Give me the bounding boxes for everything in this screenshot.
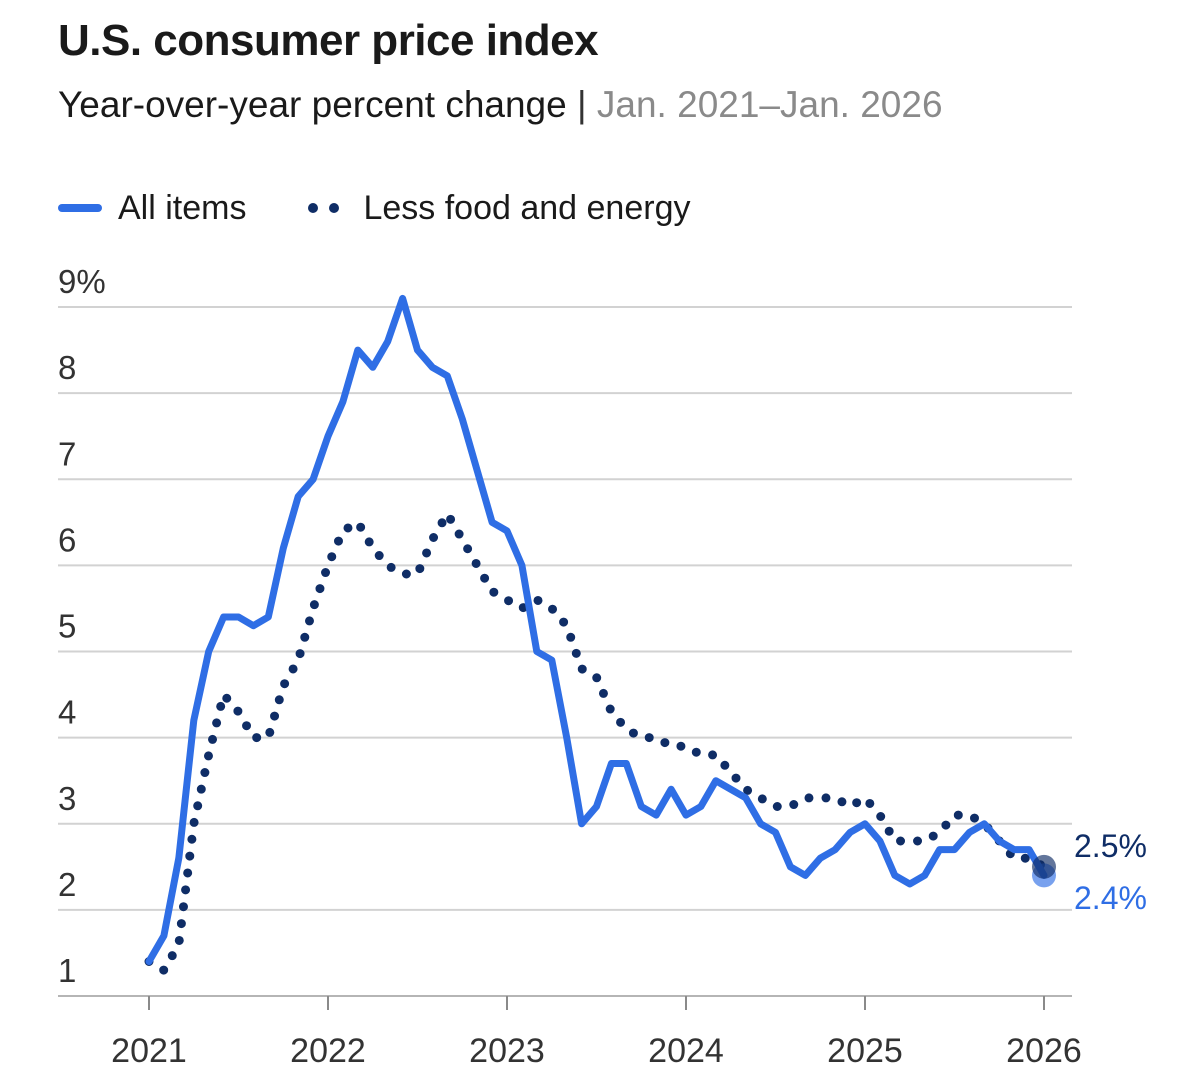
end-value-label-all-items: 2.4% xyxy=(1074,880,1147,916)
x-tick-label-2025: 2025 xyxy=(827,1032,903,1070)
y-tick-label-9: 9% xyxy=(58,263,106,300)
y-tick-label-5: 5 xyxy=(58,608,76,645)
y-axis-tick-labels: 9% 8 7 6 5 4 3 2 1 xyxy=(58,263,106,989)
grid-lines xyxy=(58,306,1072,911)
chart-title: U.S. consumer price index xyxy=(58,16,599,65)
x-tick-label-2024: 2024 xyxy=(648,1032,724,1070)
y-tick-label-4: 4 xyxy=(58,694,76,731)
end-point-markers: 2.4% 2.5% xyxy=(1032,828,1147,916)
x-tick-label-2022: 2022 xyxy=(290,1032,366,1070)
data-series xyxy=(144,294,1049,975)
series-line-less-food-and-energy xyxy=(144,509,1049,975)
y-tick-label-2: 2 xyxy=(58,866,76,903)
x-tick-label-2023: 2023 xyxy=(469,1032,545,1070)
legend-item-all-items: All items xyxy=(58,189,246,228)
legend-item-less-food-and-energy: Less food and energy xyxy=(308,188,691,228)
legend-label-all-items: All items xyxy=(118,188,247,227)
chart-legend: All items Less food and energy xyxy=(58,186,691,230)
x-tick-label-2021: 2021 xyxy=(111,1032,187,1070)
x-tick-label-2026: 2026 xyxy=(1006,1032,1082,1070)
legend-label-less-food-and-energy: Less food and energy xyxy=(363,188,691,227)
end-value-label-less-food-and-energy: 2.5% xyxy=(1074,828,1147,864)
end-marker-less-food-and-energy xyxy=(1032,854,1056,879)
x-axis-ticks: 2021 2022 2023 2024 2025 2026 xyxy=(111,996,1082,1070)
y-tick-label-8: 8 xyxy=(58,349,76,386)
legend-dotted-line-swatch xyxy=(308,203,340,213)
subtitle-date-range: Jan. 2021–Jan. 2026 xyxy=(596,84,943,125)
y-tick-label-6: 6 xyxy=(58,521,76,558)
y-tick-label-7: 7 xyxy=(58,435,76,472)
chart-subtitle: Year-over-year percent change | Jan. 202… xyxy=(58,84,943,126)
y-tick-label-1: 1 xyxy=(58,952,76,989)
subtitle-measure: Year-over-year percent change xyxy=(58,84,567,125)
y-tick-label-3: 3 xyxy=(58,780,76,817)
subtitle-separator: | xyxy=(577,84,587,125)
legend-solid-line-swatch xyxy=(58,204,102,212)
series-line-all-items xyxy=(145,294,1048,965)
